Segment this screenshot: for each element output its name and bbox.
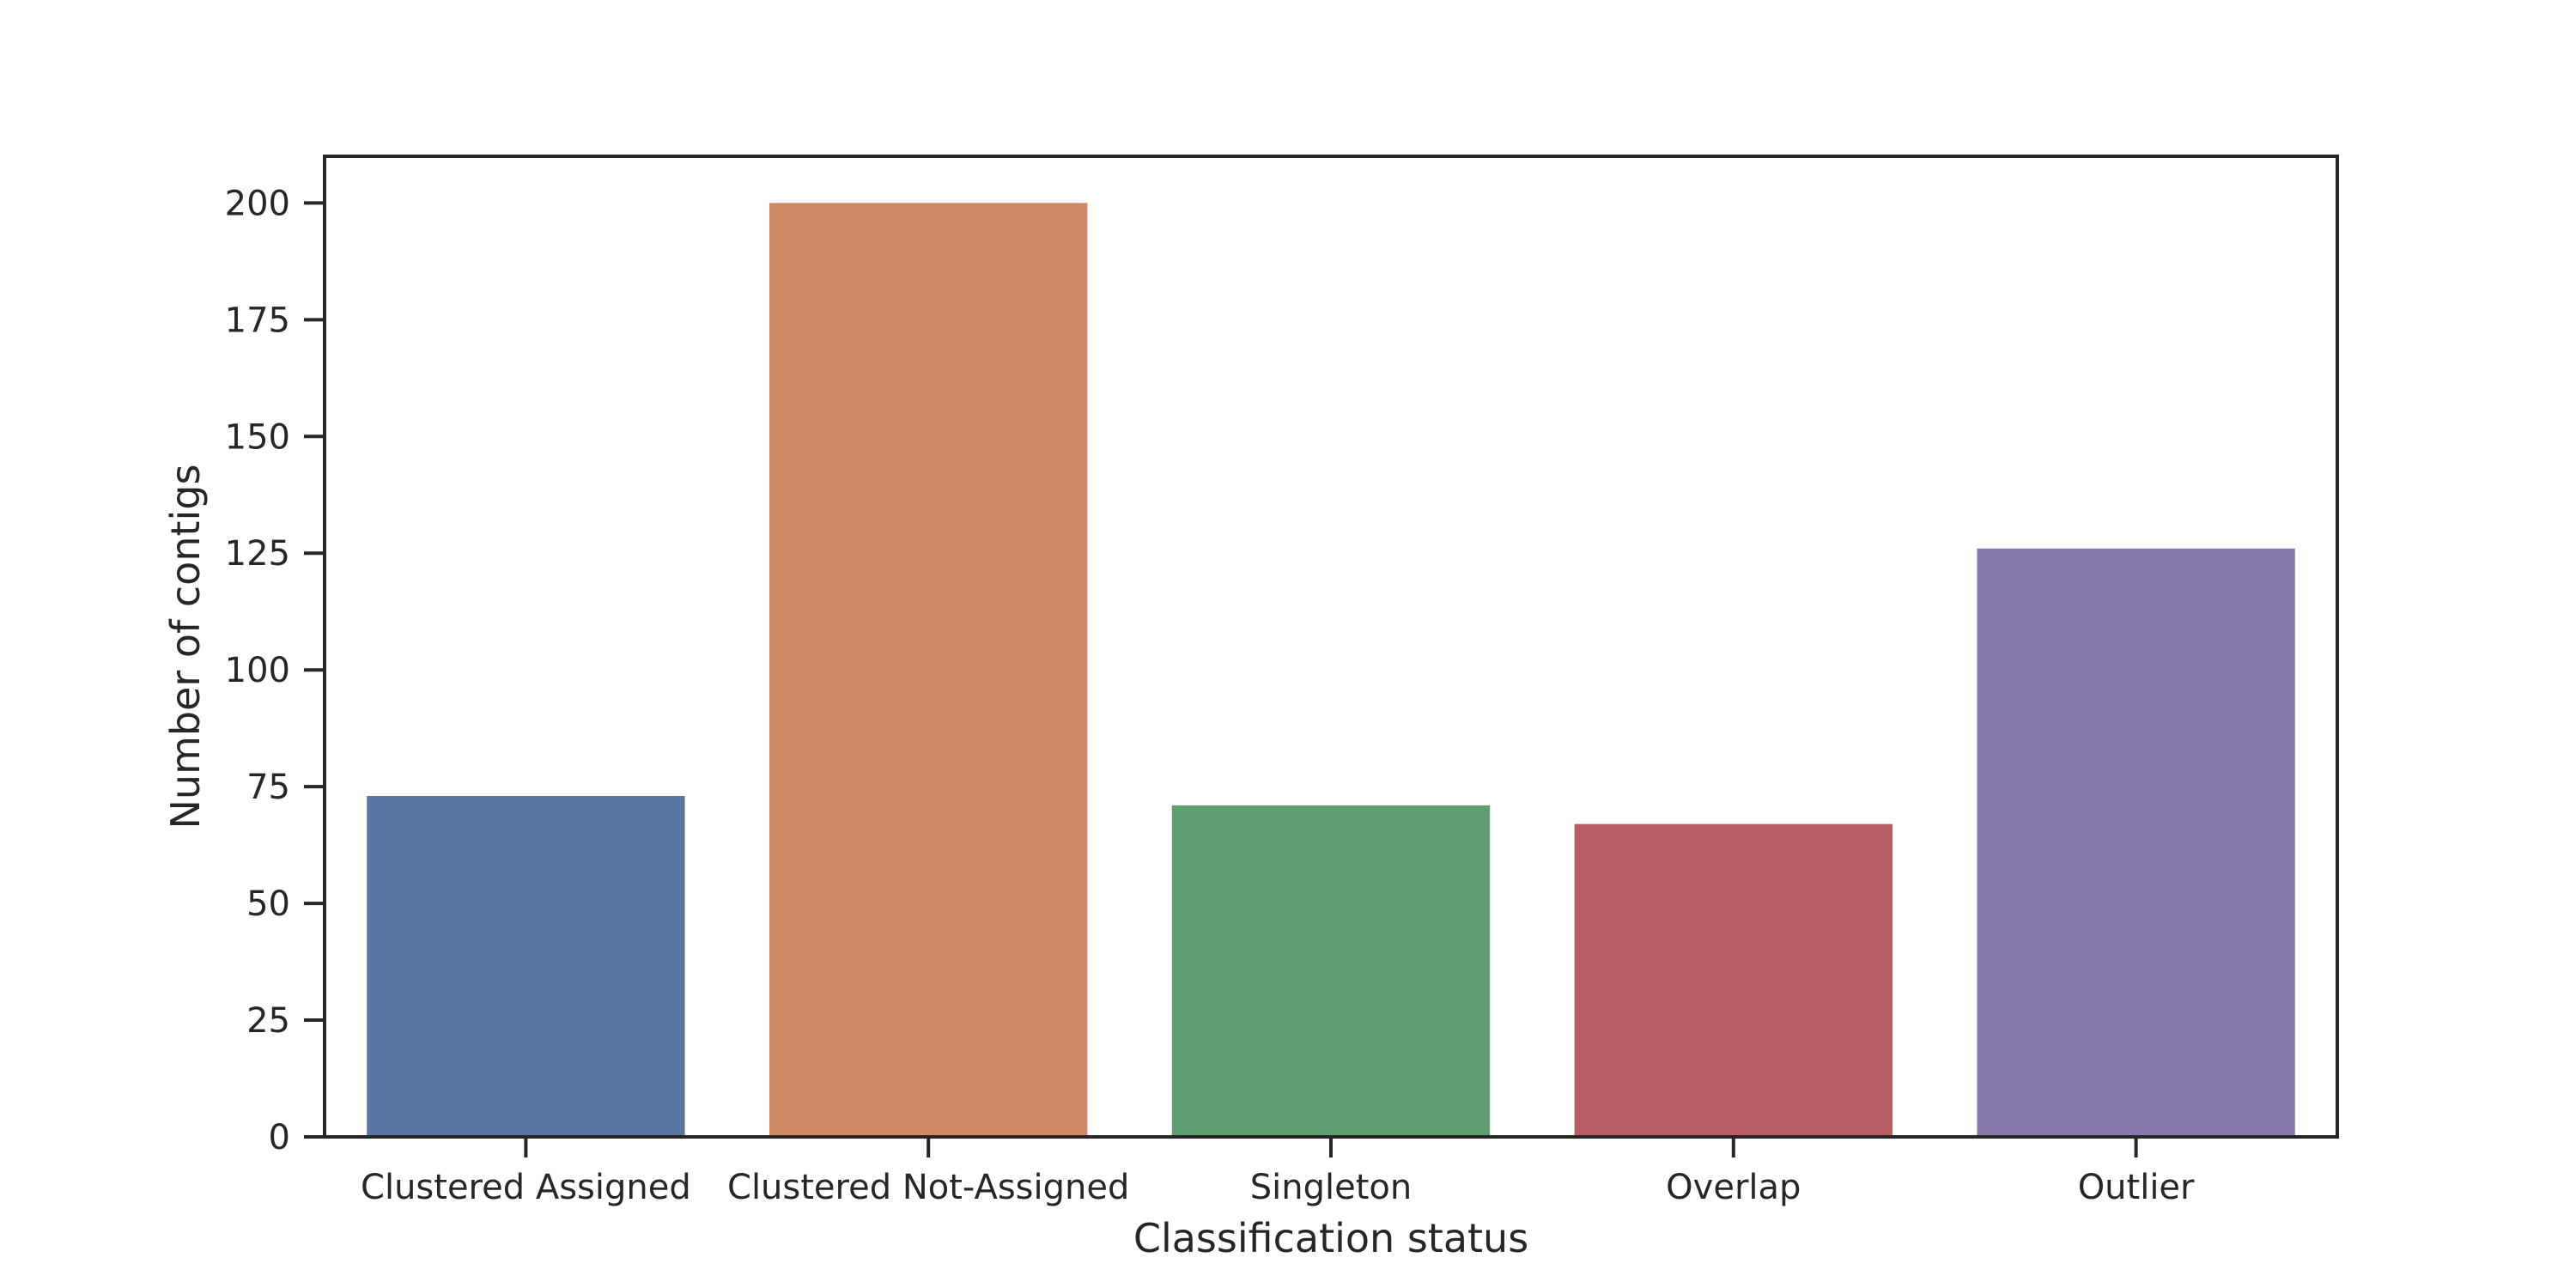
bar-outlier xyxy=(1977,548,2295,1137)
x-tick-label: Overlap xyxy=(1666,1168,1801,1207)
x-tick-label: Clustered Not-Assigned xyxy=(727,1168,1129,1207)
bar-clustered-not-assigned xyxy=(769,203,1088,1137)
y-tick-label: 200 xyxy=(225,184,290,223)
bars-group xyxy=(367,203,2295,1137)
y-tick-label: 150 xyxy=(225,417,290,457)
bar-clustered-assigned xyxy=(367,796,685,1137)
x-axis-label: Classification status xyxy=(1133,1215,1528,1261)
y-tick-label: 100 xyxy=(225,651,290,690)
y-tick-label: 25 xyxy=(246,1001,290,1041)
y-axis-label: Number of contigs xyxy=(162,465,209,829)
x-tick-label: Clustered Assigned xyxy=(361,1168,691,1207)
plot-frame xyxy=(323,155,2339,1139)
y-tick-label: 125 xyxy=(225,534,290,574)
y-tick-label: 75 xyxy=(246,768,290,807)
y-tick-label: 175 xyxy=(225,301,290,340)
y-tick-label: 0 xyxy=(269,1118,290,1157)
x-axis: Clustered Assigned Clustered Not-Assigned… xyxy=(361,1137,2195,1207)
y-axis: 0 25 50 75 100 125 150 175 200 xyxy=(225,184,325,1157)
x-tick-label: Outlier xyxy=(2078,1168,2195,1207)
bar-singleton xyxy=(1171,805,1491,1137)
y-tick-label: 50 xyxy=(246,884,290,924)
x-tick-label: Singleton xyxy=(1250,1168,1412,1207)
bar-overlap xyxy=(1574,823,1893,1137)
